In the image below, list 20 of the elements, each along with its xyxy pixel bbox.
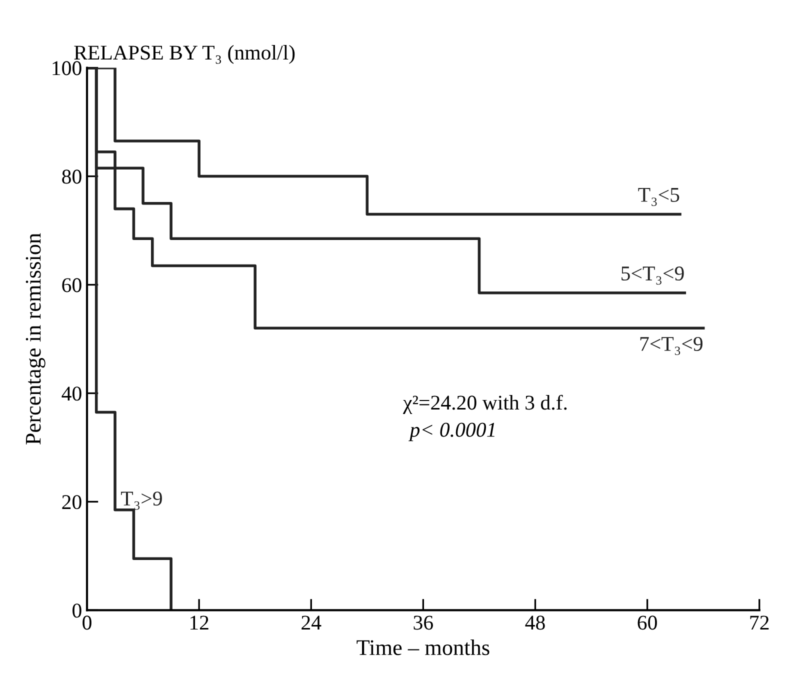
series-label: 7<T₃<9 xyxy=(640,336,702,356)
x-tick-label: 24 xyxy=(302,616,322,630)
x-tick-label: 48 xyxy=(525,616,545,630)
x-tick-label: 60 xyxy=(638,616,657,630)
x-axis-title: Time – months xyxy=(356,640,490,656)
x-tick-label: 36 xyxy=(414,616,433,630)
y-tick-label: 60 xyxy=(62,278,82,292)
x-tick-label: 0 xyxy=(82,616,92,630)
y-axis-title: Percentage in remission xyxy=(26,233,46,445)
y-tick-label: 0 xyxy=(72,604,82,618)
series-label: T₃<5 xyxy=(638,188,680,206)
x-tick-label: 12 xyxy=(190,616,208,630)
y-tick-label: 40 xyxy=(62,386,82,401)
annotation: p< 0.0001 xyxy=(408,422,494,442)
y-tick-label: 20 xyxy=(62,495,82,510)
x-tick-label: 72 xyxy=(750,616,769,630)
annotation: χ²=24.20 with 3 d.f. xyxy=(402,394,567,414)
series-label: 5<T₃<9 xyxy=(622,266,684,285)
y-tick-label: 80 xyxy=(62,170,82,184)
series-label: T₃>9 xyxy=(121,492,162,510)
